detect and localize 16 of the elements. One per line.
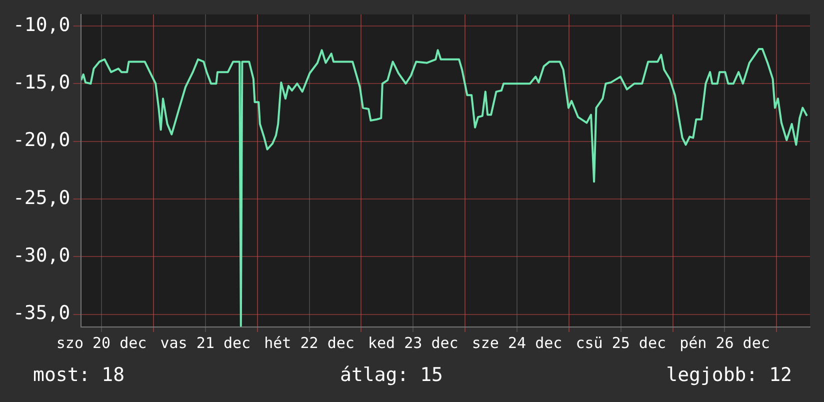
y-tick-label: -15,0 (12, 72, 70, 94)
y-tick-label: -20,0 (12, 129, 70, 152)
text: legjobb: 12 (666, 364, 792, 386)
text: most: 18 (33, 364, 125, 386)
text: átlag: 15 (340, 364, 443, 386)
y-tick-label: -35,0 (12, 302, 70, 324)
x-tick-label: sze 24 dec (472, 334, 562, 352)
x-tick-label: ked 23 dec (368, 334, 458, 352)
x-tick-label: pén 26 dec (680, 334, 770, 352)
y-tick-label: -25,0 (12, 186, 70, 209)
y-tick-label: -30,0 (12, 244, 70, 267)
x-tick-label: csü 25 dec (576, 334, 666, 352)
x-tick-label: hét 22 dec (264, 334, 354, 352)
x-tick-label: szo 20 dec (56, 334, 147, 352)
x-tick-label: vas 21 dec (160, 334, 251, 352)
y-tick-label: -10,0 (12, 14, 70, 36)
